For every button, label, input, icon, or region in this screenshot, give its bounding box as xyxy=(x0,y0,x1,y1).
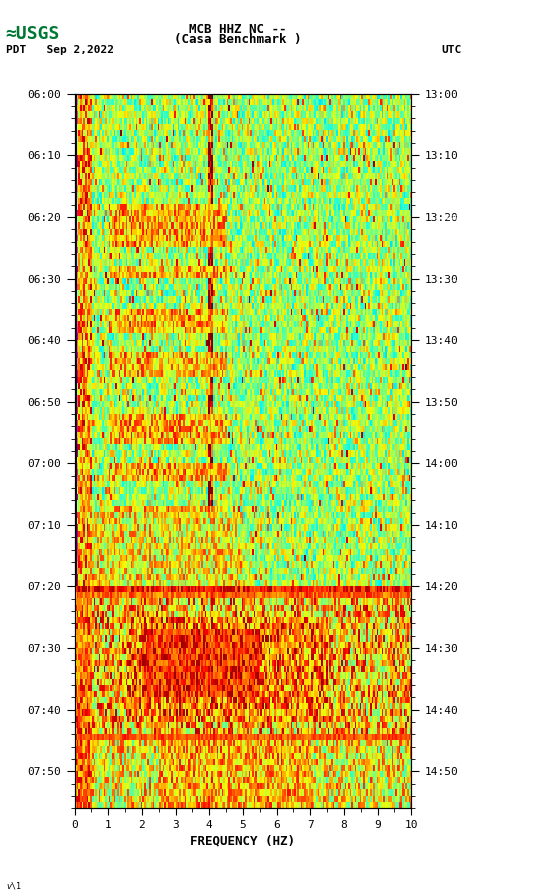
Text: UTC: UTC xyxy=(442,45,462,54)
Text: ≈USGS: ≈USGS xyxy=(6,25,60,43)
Text: PDT   Sep 2,2022: PDT Sep 2,2022 xyxy=(6,45,114,54)
Text: (Casa Benchmark ): (Casa Benchmark ) xyxy=(174,33,301,46)
Text: MCB HHZ NC --: MCB HHZ NC -- xyxy=(189,23,286,36)
Text: $v$\1: $v$\1 xyxy=(6,880,22,891)
X-axis label: FREQUENCY (HZ): FREQUENCY (HZ) xyxy=(190,834,295,847)
